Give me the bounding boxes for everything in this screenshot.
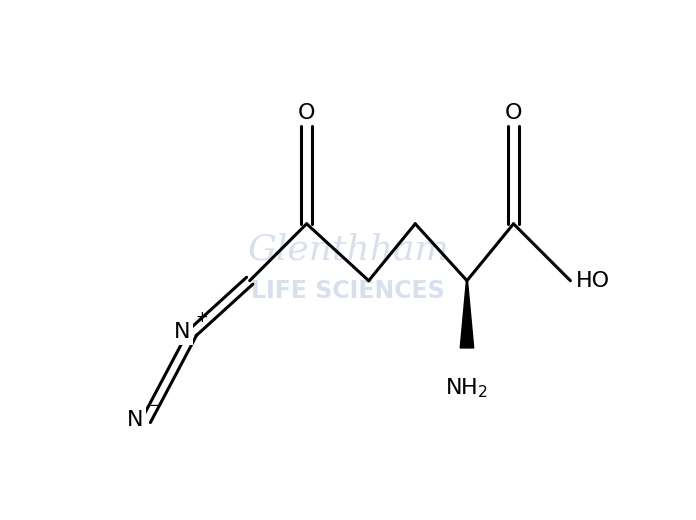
Text: O: O <box>505 102 522 123</box>
Text: NH$_2$: NH$_2$ <box>445 376 489 400</box>
Polygon shape <box>460 281 474 348</box>
Text: Glenthham: Glenthham <box>247 232 449 267</box>
Text: N: N <box>127 410 143 431</box>
Text: −: − <box>149 398 161 413</box>
Text: HO: HO <box>576 271 610 291</box>
Text: +: + <box>196 310 208 326</box>
Text: N: N <box>174 322 190 342</box>
Text: LIFE SCIENCES: LIFE SCIENCES <box>251 279 445 303</box>
Text: O: O <box>298 102 315 123</box>
